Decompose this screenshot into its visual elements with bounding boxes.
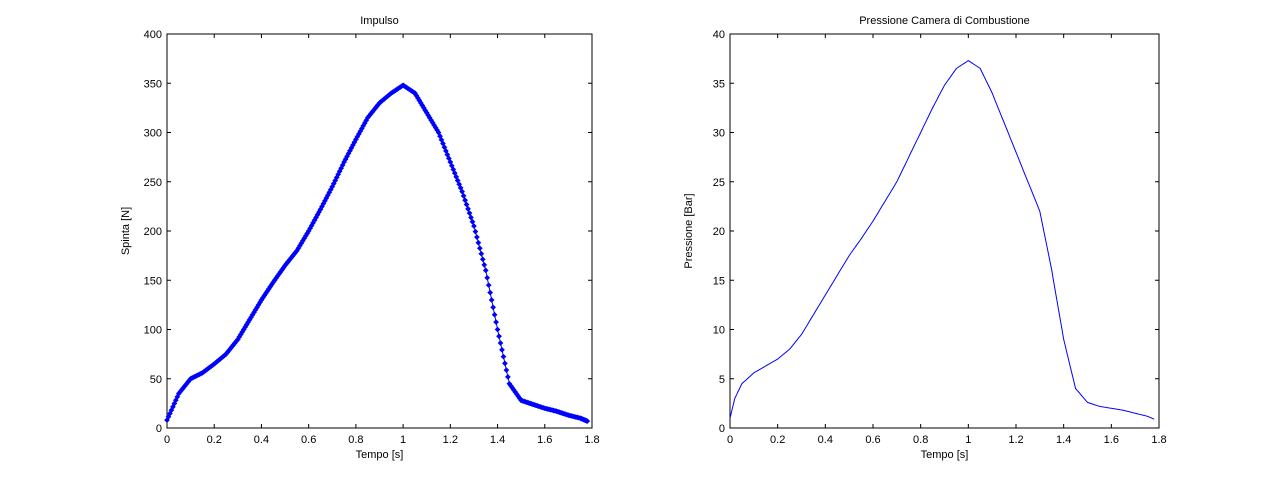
x-tick-label: 0 [164, 434, 170, 446]
data-point [488, 296, 495, 303]
data-point [473, 234, 480, 241]
data-point [472, 228, 479, 235]
data-point [487, 289, 494, 296]
y-tick-label: 5 [719, 374, 725, 386]
x-tick-label: 1.4 [1056, 434, 1071, 446]
data-point [481, 261, 488, 268]
y-tick-label: 15 [713, 275, 725, 287]
y-tick-label: 250 [144, 177, 162, 189]
x-axis-label: Tempo [s] [356, 449, 404, 461]
x-tick-label: 1.6 [537, 434, 552, 446]
y-tick-label: 350 [144, 78, 162, 90]
data-point [460, 192, 467, 199]
x-tick-label: 0.2 [207, 434, 222, 446]
data-point [584, 418, 591, 425]
data-point [468, 214, 474, 221]
y-axis-label: Pressione [Bar] [683, 193, 695, 268]
y-tick-label: 20 [713, 226, 725, 238]
x-tick-label: 0.2 [770, 434, 785, 446]
y-tick-label: 150 [144, 275, 162, 287]
x-tick-label: 1.6 [1104, 434, 1119, 446]
plot-area [729, 33, 1160, 429]
y-tick-label: 100 [144, 325, 162, 337]
x-tick-label: 1.2 [443, 434, 458, 446]
y-tick-label: 30 [713, 128, 725, 140]
data-point [501, 360, 508, 367]
y-tick-label: 50 [150, 374, 162, 386]
data-point [484, 274, 491, 281]
chart-pressione: 0 0.2 0.4 0.6 0.8 1 1.2 1.4 1.6 1.8 0 5 10 15 20 25 30 35… [683, 15, 1167, 461]
y-tick-label: 40 [713, 29, 725, 41]
data-point [463, 201, 470, 208]
data-point [479, 256, 486, 263]
x-tick-label: 0.6 [865, 434, 880, 446]
series-line [729, 59, 1155, 420]
data-point [482, 267, 489, 274]
y-tick-label: 400 [144, 29, 162, 41]
y-tick-label: 25 [713, 177, 725, 189]
data-point [475, 239, 482, 246]
data-point [499, 346, 505, 353]
chart-title: Impulso [360, 15, 399, 27]
x-tick-label: 0.4 [254, 434, 269, 446]
chart-title: Pressione Camera di Combustione [859, 15, 1030, 27]
x-tick-label: 1 [965, 434, 971, 446]
x-tick-label: 0 [727, 434, 733, 446]
x-tick-label: 1.8 [584, 434, 599, 446]
data-point [459, 188, 466, 195]
data-point [485, 282, 492, 289]
x-tick-label: 0.6 [301, 434, 316, 446]
data-point [462, 197, 469, 204]
data-point [466, 210, 473, 217]
x-axis-label: Tempo [s] [921, 449, 969, 461]
y-axis-label: Spinta [N] [120, 207, 132, 255]
data-point [476, 245, 483, 252]
data-point [465, 205, 471, 212]
x-tick-label: 1.2 [1008, 434, 1023, 446]
data-point [469, 218, 476, 225]
y-tick-label: 10 [713, 325, 725, 337]
data-point [500, 353, 507, 360]
x-tick-label: 0.4 [818, 434, 833, 446]
y-tick-label: 0 [719, 423, 725, 435]
data-point [478, 250, 485, 257]
x-tick-label: 1.8 [1151, 434, 1166, 446]
data-point [493, 319, 500, 326]
data-point [503, 367, 510, 374]
y-tick-label: 35 [713, 78, 725, 90]
chart-impulso: 0 0.2 0.4 0.6 0.8 1 1.2 1.4 1.6 1.8 0 50 100 150 200 25… [120, 15, 600, 461]
data-point [490, 304, 497, 311]
x-tick-label: 0.8 [348, 434, 363, 446]
data-point [491, 311, 498, 318]
y-tick-label: 0 [156, 423, 162, 435]
y-tick-label: 200 [144, 226, 162, 238]
x-tick-label: 0.8 [913, 434, 928, 446]
plot-area [166, 33, 593, 429]
y-tick-label: 300 [144, 128, 162, 140]
data-point [497, 340, 504, 346]
data-point [494, 326, 501, 333]
data-point [504, 373, 511, 380]
x-tick-label: 1.4 [490, 434, 505, 446]
x-tick-label: 1 [400, 434, 406, 446]
data-point [470, 223, 477, 230]
data-point [496, 333, 502, 340]
